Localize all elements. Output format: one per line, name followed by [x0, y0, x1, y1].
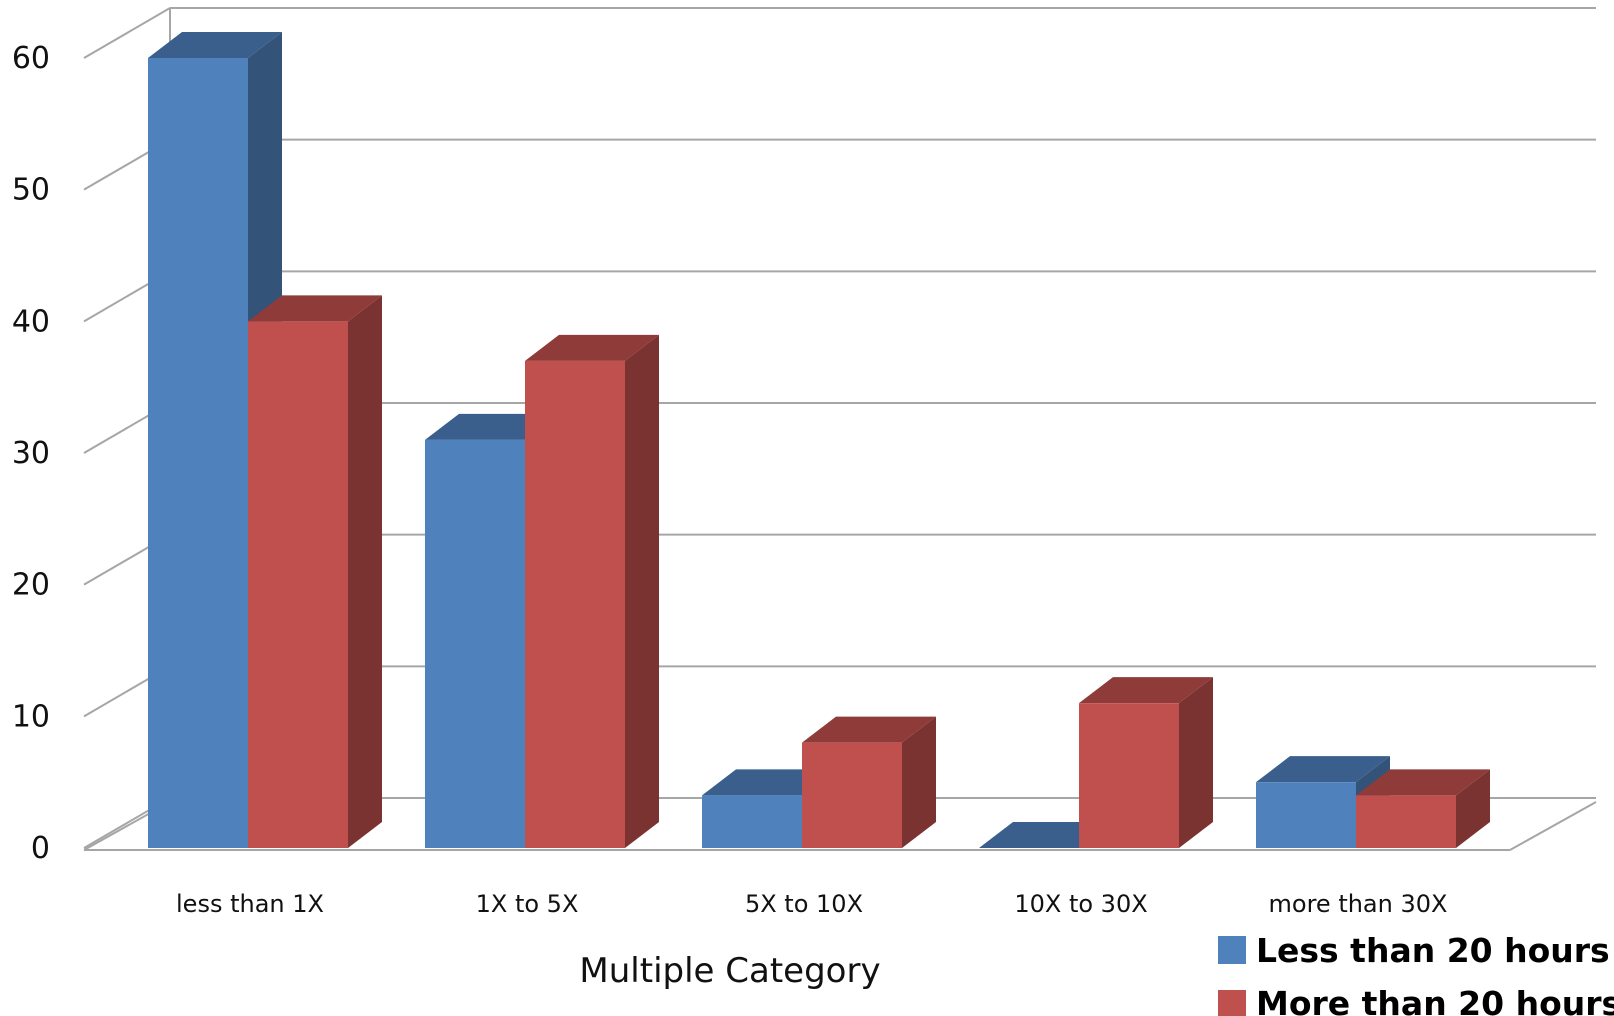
x-category-label-1x-to-5x: 1X to 5X	[476, 890, 579, 918]
legend-label-more-than-20-hours: More than 20 hours	[1256, 984, 1614, 1016]
legend: Less than 20 hours More than 20 hours	[1218, 931, 1614, 1016]
gridline-diagonal	[83, 7, 171, 59]
y-tick-label: 50	[12, 173, 50, 208]
y-tick-label: 30	[12, 436, 50, 471]
floor-right-edge	[1509, 801, 1597, 851]
y-tick-label: 40	[12, 304, 50, 339]
y-tick-label: 60	[12, 41, 50, 76]
bar-more-than-20-hours-5x-to-10x	[802, 716, 936, 848]
bar-more-than-20-hours-10x-to-30x	[1079, 677, 1213, 848]
x-category-label-less-than-1x: less than 1X	[176, 890, 324, 918]
bar-more-than-20-hours-more-than-30x	[1356, 769, 1490, 848]
bar-more-than-20-hours-less-than-1x	[248, 295, 382, 848]
y-tick-label: 0	[31, 831, 50, 866]
y-tick-label: 10	[12, 699, 50, 734]
legend-label-less-than-20-hours: Less than 20 hours	[1256, 931, 1610, 970]
x-category-label-more-than-30x: more than 30X	[1269, 890, 1448, 918]
y-axis-ticks: 0 10 20 30 40 50 60	[12, 41, 50, 866]
x-category-label-10x-to-30x: 10X to 30X	[1014, 890, 1147, 918]
bar-more-than-20-hours-1x-to-5x	[525, 334, 659, 848]
x-category-label-5x-to-10x: 5X to 10X	[745, 890, 863, 918]
legend-swatch-less-than-20-hours	[1218, 936, 1246, 964]
legend-swatch-more-than-20-hours	[1218, 990, 1246, 1016]
y-tick-label: 20	[12, 568, 50, 603]
bars	[148, 32, 1490, 848]
x-axis-title: Multiple Category	[579, 951, 880, 991]
x-axis-categories: less than 1X 1X to 5X 5X to 10X 10X to 30X m…	[176, 890, 1447, 918]
